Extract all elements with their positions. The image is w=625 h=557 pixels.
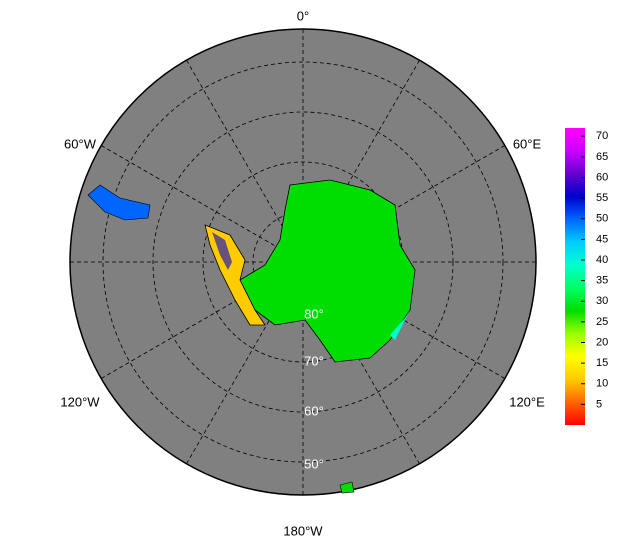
colorbar-tick-label: 60 xyxy=(596,171,608,183)
island xyxy=(339,481,355,494)
colorbar-tick-label: 70 xyxy=(596,130,608,142)
colorbar-tick-label: 25 xyxy=(596,316,608,328)
colorbar-tick-label: 50 xyxy=(596,213,608,225)
colorbar-tick-label: 15 xyxy=(596,357,608,369)
colorbar-tick-label: 30 xyxy=(596,295,608,307)
latitude-label: 60° xyxy=(304,403,324,418)
land xyxy=(87,179,416,494)
latitude-label: 70° xyxy=(304,353,324,368)
latitude-circle xyxy=(152,111,454,413)
longitude-label: 60°E xyxy=(513,136,542,151)
latitude-label: 80° xyxy=(304,306,324,321)
latitude-label: 50° xyxy=(304,456,324,471)
labels: 0° 60°E 120°E 180°W 120°W 60°W 80° 70° 60° 50° xyxy=(60,8,545,538)
colorbar-tick-label: 40 xyxy=(596,254,608,266)
longitude-label: 0° xyxy=(297,8,309,23)
longitude-label: 60°W xyxy=(64,136,97,151)
longitude-label: 120°W xyxy=(60,394,100,409)
peninsula-coast xyxy=(212,232,232,270)
colorbar-tick-label: 10 xyxy=(596,378,608,390)
colorbar-ticks: 5 10 15 20 25 30 35 40 45 50 55 60 65 70 xyxy=(581,130,608,410)
colorbar-tick-label: 20 xyxy=(596,336,608,348)
latitude-circle xyxy=(102,61,504,463)
colorbar-tick-label: 45 xyxy=(596,233,608,245)
colorbar-tick-label: 35 xyxy=(596,275,608,287)
longitude-label: 120°E xyxy=(509,394,545,409)
colorbar xyxy=(565,128,585,425)
colorbar-tick-label: 55 xyxy=(596,192,608,204)
south-america-tip xyxy=(87,184,151,221)
colorbar-tick-label: 5 xyxy=(596,398,602,410)
ross-coast xyxy=(390,310,410,340)
colorbar-tick-label: 65 xyxy=(596,151,608,163)
longitude-label: 180°W xyxy=(283,523,323,538)
antarctica xyxy=(239,179,416,363)
